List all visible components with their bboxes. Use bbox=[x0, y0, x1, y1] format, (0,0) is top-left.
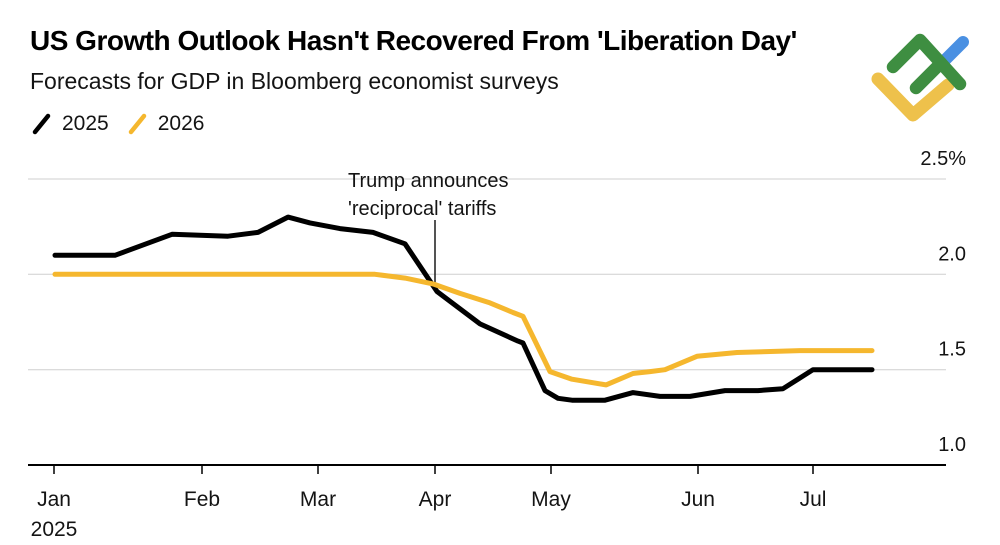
logo-green-peak bbox=[886, 33, 967, 91]
y-axis-label: 1.5 bbox=[938, 339, 966, 361]
x-axis-label: Jul bbox=[800, 488, 827, 511]
legend-item-2025: 2025 bbox=[31, 112, 109, 136]
x-axis-label: Jan bbox=[37, 488, 71, 511]
legend-line-swatch-icon bbox=[128, 113, 146, 135]
y-axis-label: 1.0 bbox=[938, 434, 966, 456]
legend: 2025 2026 bbox=[31, 112, 204, 136]
x-axis-year-label: 2025 bbox=[31, 518, 78, 541]
logo-blue-accent bbox=[940, 36, 969, 65]
chart-subtitle: Forecasts for GDP in Bloomberg economist… bbox=[30, 68, 559, 94]
legend-label: 2025 bbox=[62, 112, 109, 135]
chart-title: US Growth Outlook Hasn't Recovered From … bbox=[30, 25, 797, 56]
x-axis-label: Mar bbox=[300, 488, 336, 511]
annotation-label: Trump announces 'reciprocal' tariffs bbox=[348, 167, 508, 223]
legend-item-2026: 2026 bbox=[127, 112, 205, 136]
x-axis-label: Jun bbox=[681, 488, 715, 511]
annotation-line-2: 'reciprocal' tariffs bbox=[348, 198, 497, 220]
series-line-2025 bbox=[52, 214, 875, 403]
x-axis-label: May bbox=[531, 488, 571, 511]
legend-line-swatch-icon bbox=[32, 113, 51, 135]
x-axis-label: Feb bbox=[184, 488, 220, 511]
legend-label: 2026 bbox=[157, 112, 205, 135]
litefinance-logo bbox=[871, 33, 969, 122]
series-line-2026 bbox=[52, 271, 875, 388]
logo-yellow-check bbox=[871, 72, 955, 122]
annotation-line-1: Trump announces bbox=[348, 170, 509, 192]
logo-green-arm bbox=[909, 56, 948, 95]
y-axis-label: 2.5% bbox=[920, 148, 966, 170]
x-axis-label: Apr bbox=[419, 488, 452, 511]
y-axis-label: 2.0 bbox=[938, 243, 966, 265]
